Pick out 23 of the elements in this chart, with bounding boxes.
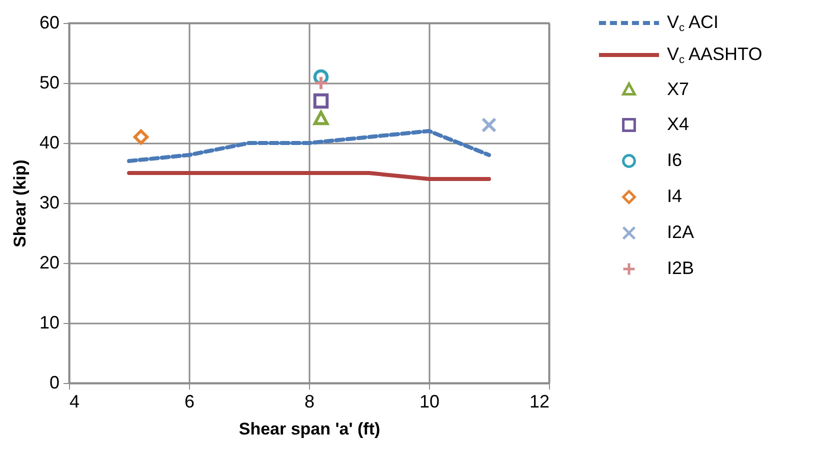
y-tick-label: 50 bbox=[39, 72, 60, 92]
y-axis-title: Shear (kip) bbox=[10, 160, 30, 248]
legend-label: I2A bbox=[667, 222, 694, 242]
legend-label: I2B bbox=[667, 258, 694, 278]
legend-label: V$_{c}$ ACI bbox=[667, 12, 719, 34]
x-tick-label: 10 bbox=[419, 392, 440, 412]
x-axis-title: Shear span 'a' (ft) bbox=[238, 420, 380, 438]
y-tick-label: 20 bbox=[39, 252, 60, 272]
y-tick-label: 10 bbox=[39, 312, 60, 332]
y-tick-label: 0 bbox=[49, 372, 60, 392]
y-tick-label: 30 bbox=[39, 192, 60, 212]
x-tick-label: 4 bbox=[70, 392, 80, 412]
y-tick-label: 60 bbox=[39, 12, 60, 32]
x-tick-label: 12 bbox=[529, 392, 550, 412]
y-tick-label: 40 bbox=[39, 132, 60, 152]
legend-label: I4 bbox=[667, 186, 682, 206]
legend-label: I6 bbox=[667, 150, 682, 170]
legend-label: X7 bbox=[667, 79, 690, 99]
line-series bbox=[127, 129, 491, 163]
x-tick-label: 8 bbox=[304, 392, 315, 412]
x-tick-label: 6 bbox=[184, 392, 195, 412]
legend-label: V$_{c}$ AASHTO bbox=[667, 44, 762, 66]
legend-label: X4 bbox=[667, 114, 690, 134]
